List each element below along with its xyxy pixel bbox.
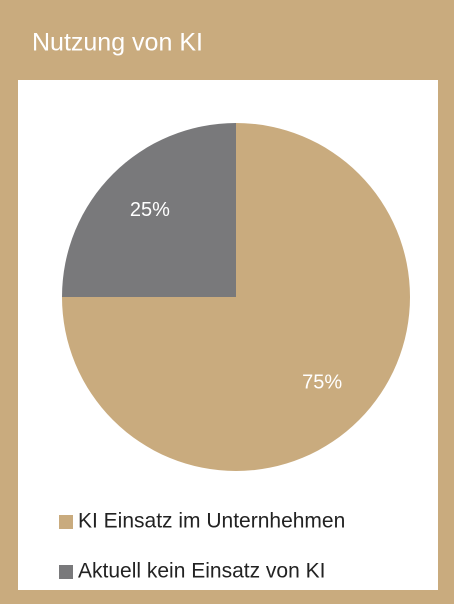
legend-label: KI Einsatz im Unternhehmen [78, 510, 345, 533]
legend-swatch [59, 515, 73, 529]
slice-label: 25% [130, 199, 170, 221]
chart-title: Nutzung von KI [32, 29, 203, 57]
legend-label: Aktuell kein Einsatz von KI [78, 560, 325, 583]
pie-slice [62, 123, 236, 297]
slice-label: 75% [302, 371, 342, 393]
legend-swatch [59, 565, 73, 579]
